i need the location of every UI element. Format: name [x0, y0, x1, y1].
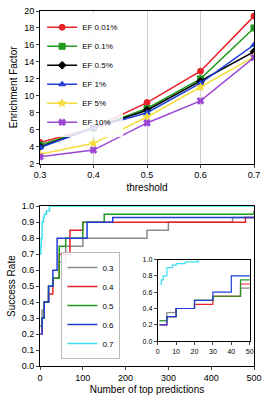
- svg-text:EF 1%: EF 1%: [82, 80, 106, 89]
- svg-text:Success Rate: Success Rate: [6, 255, 17, 317]
- svg-text:0.5: 0.5: [22, 281, 35, 291]
- svg-text:2: 2: [29, 159, 34, 169]
- svg-text:0.3: 0.3: [22, 313, 35, 323]
- svg-text:0.0: 0.0: [143, 338, 153, 345]
- svg-text:1.0: 1.0: [143, 256, 153, 263]
- svg-text:0.6: 0.6: [194, 170, 207, 180]
- svg-text:Number of top predictions: Number of top predictions: [90, 384, 205, 395]
- svg-text:300: 300: [161, 373, 176, 383]
- svg-text:1.0: 1.0: [22, 201, 35, 211]
- svg-text:Enrichment Factor: Enrichment Factor: [8, 46, 19, 128]
- svg-text:EF 5%: EF 5%: [82, 99, 106, 108]
- svg-text:0.0: 0.0: [22, 361, 35, 371]
- svg-text:0.4: 0.4: [143, 305, 153, 312]
- svg-text:0.6: 0.6: [143, 289, 153, 296]
- svg-text:0.8: 0.8: [143, 272, 153, 279]
- svg-text:0.8: 0.8: [22, 233, 35, 243]
- svg-text:0.2: 0.2: [143, 321, 153, 328]
- svg-text:0.2: 0.2: [22, 329, 35, 339]
- svg-text:100: 100: [75, 373, 90, 383]
- svg-text:0.4: 0.4: [102, 283, 114, 292]
- svg-text:400: 400: [204, 373, 219, 383]
- svg-text:EF 10%: EF 10%: [82, 118, 110, 127]
- svg-text:0.9: 0.9: [22, 217, 35, 227]
- svg-text:0.3: 0.3: [34, 170, 47, 180]
- svg-text:0: 0: [156, 348, 160, 355]
- svg-text:EF 0.1%: EF 0.1%: [82, 42, 113, 51]
- svg-text:EF 0.5%: EF 0.5%: [82, 61, 113, 70]
- svg-text:0.3: 0.3: [102, 264, 114, 273]
- svg-text:0.4: 0.4: [22, 297, 35, 307]
- svg-text:0.4: 0.4: [87, 170, 100, 180]
- svg-text:20: 20: [191, 348, 199, 355]
- svg-text:16: 16: [24, 40, 34, 50]
- svg-text:0.6: 0.6: [102, 321, 114, 330]
- svg-text:0.5: 0.5: [141, 170, 154, 180]
- svg-text:0.7: 0.7: [248, 170, 261, 180]
- svg-text:EF 0.01%: EF 0.01%: [82, 23, 117, 32]
- svg-text:4: 4: [29, 142, 34, 152]
- svg-text:10: 10: [172, 348, 180, 355]
- svg-text:6: 6: [29, 125, 34, 135]
- svg-text:0.7: 0.7: [22, 249, 35, 259]
- svg-text:12: 12: [24, 74, 34, 84]
- svg-text:0.6: 0.6: [22, 265, 35, 275]
- svg-text:50: 50: [246, 348, 254, 355]
- svg-text:0.7: 0.7: [102, 340, 114, 349]
- svg-text:threshold: threshold: [126, 182, 167, 193]
- svg-text:14: 14: [24, 57, 34, 67]
- svg-text:30: 30: [209, 348, 217, 355]
- svg-text:8: 8: [29, 108, 34, 118]
- svg-text:20: 20: [24, 6, 34, 16]
- svg-text:500: 500: [246, 373, 261, 383]
- svg-text:10: 10: [24, 91, 34, 101]
- svg-text:40: 40: [227, 348, 235, 355]
- svg-text:0.1: 0.1: [22, 345, 35, 355]
- svg-text:0: 0: [37, 373, 42, 383]
- svg-text:0.5: 0.5: [102, 302, 114, 311]
- svg-text:18: 18: [24, 23, 34, 33]
- svg-text:200: 200: [118, 373, 133, 383]
